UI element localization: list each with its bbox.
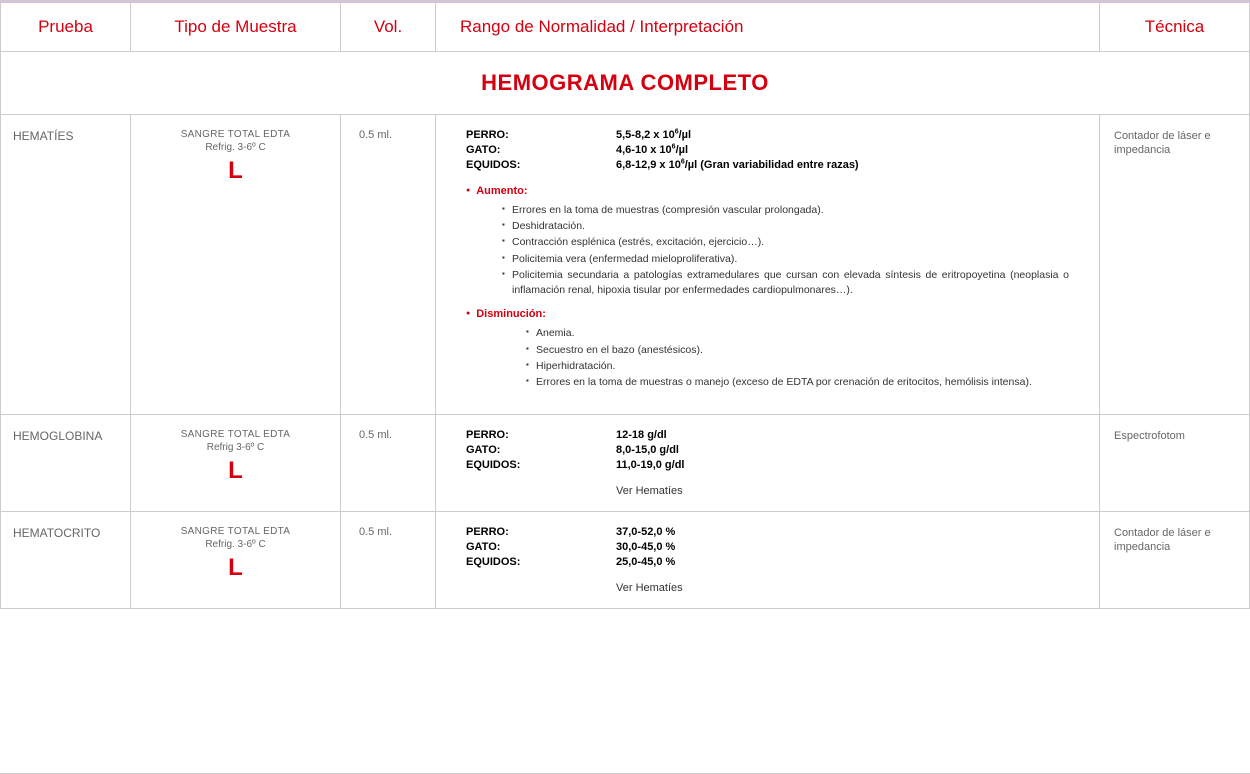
species-label: GATO: xyxy=(466,444,616,456)
species-label: PERRO: xyxy=(466,429,616,441)
list-item: Secuestro en el bazo (anestésicos). xyxy=(526,343,1079,358)
list-item: Policitemia secundaria a patologías extr… xyxy=(502,268,1079,298)
volume: 0.5 ml. xyxy=(341,415,436,512)
species-equidos: EQUIDOS: 11,0-19,0 g/dl xyxy=(466,459,1079,471)
species-perro: PERRO: 37,0-52,0 % xyxy=(466,526,1079,538)
sample-condition: Refrig. 3-6º C xyxy=(141,142,330,153)
reference-table: Prueba Tipo de Muestra Vol. Rango de Nor… xyxy=(0,3,1250,609)
list-item: Policitemia vera (enfermedad mieloprolif… xyxy=(502,252,1079,267)
species-value: 6,8-12,9 x 106/µl (Gran variabilidad ent… xyxy=(616,159,1079,171)
species-perro: PERRO: 5,5-8,2 x 106/µl xyxy=(466,129,1079,141)
col-header-vol: Vol. xyxy=(341,3,436,52)
section-title: HEMOGRAMA COMPLETO xyxy=(1,52,1250,115)
species-value: 37,0-52,0 % xyxy=(616,526,1079,538)
see-reference: Ver Hematíes xyxy=(616,485,1079,497)
sample-mark-icon: L xyxy=(141,554,330,582)
species-gato: GATO: 8,0-15,0 g/dl xyxy=(466,444,1079,456)
col-header-prueba: Prueba xyxy=(1,3,131,52)
species-label: PERRO: xyxy=(466,129,616,141)
interpretation-cell: PERRO: 5,5-8,2 x 106/µl GATO: 4,6-10 x 1… xyxy=(436,115,1100,415)
row-hematocrito: HEMATOCRITO SANGRE TOTAL EDTA Refrig. 3-… xyxy=(1,512,1250,609)
sample-type-cell: SANGRE TOTAL EDTA Refrig 3-6º C L xyxy=(131,415,341,512)
row-hematies: HEMATÍES SANGRE TOTAL EDTA Refrig. 3-6º … xyxy=(1,115,1250,415)
species-label: PERRO: xyxy=(466,526,616,538)
species-label: EQUIDOS: xyxy=(466,556,616,568)
species-gato: GATO: 4,6-10 x 106/µl xyxy=(466,144,1079,156)
sample-condition: Refrig 3-6º C xyxy=(141,442,330,453)
species-value: 5,5-8,2 x 106/µl xyxy=(616,129,1079,141)
species-value: 25,0-45,0 % xyxy=(616,556,1079,568)
sample-condition: Refrig. 3-6º C xyxy=(141,539,330,550)
list-item: Contracción esplénica (estrés, excitació… xyxy=(502,235,1079,250)
test-name: HEMATÍES xyxy=(1,115,131,415)
aumento-list: Errores en la toma de muestras (compresi… xyxy=(502,203,1079,298)
sample-type: SANGRE TOTAL EDTA xyxy=(141,129,330,140)
sample-type-cell: SANGRE TOTAL EDTA Refrig. 3-6º C L xyxy=(131,115,341,415)
col-header-tecnica: Técnica xyxy=(1100,3,1250,52)
species-value: 11,0-19,0 g/dl xyxy=(616,459,1079,471)
species-label: GATO: xyxy=(466,541,616,553)
species-value: 4,6-10 x 106/µl xyxy=(616,144,1079,156)
species-equidos: EQUIDOS: 25,0-45,0 % xyxy=(466,556,1079,568)
list-item: Hiperhidratación. xyxy=(526,359,1079,374)
species-value: 12-18 g/dl xyxy=(616,429,1079,441)
row-hemoglobina: HEMOGLOBINA SANGRE TOTAL EDTA Refrig 3-6… xyxy=(1,415,1250,512)
list-item: Errores en la toma de muestras o manejo … xyxy=(526,375,1079,390)
sample-type-cell: SANGRE TOTAL EDTA Refrig. 3-6º C L xyxy=(131,512,341,609)
volume: 0.5 ml. xyxy=(341,512,436,609)
species-gato: GATO: 30,0-45,0 % xyxy=(466,541,1079,553)
sample-type: SANGRE TOTAL EDTA xyxy=(141,526,330,537)
species-perro: PERRO: 12-18 g/dl xyxy=(466,429,1079,441)
disminucion-list: Anemia. Secuestro en el bazo (anestésico… xyxy=(526,326,1079,390)
volume: 0.5 ml. xyxy=(341,115,436,415)
technique: Espectrofotom xyxy=(1100,415,1250,512)
list-item: Errores en la toma de muestras (compresi… xyxy=(502,203,1079,218)
interpretation-cell: PERRO: 37,0-52,0 % GATO: 30,0-45,0 % EQU… xyxy=(436,512,1100,609)
aumento-heading: Aumento: xyxy=(466,185,1079,197)
see-reference: Ver Hematíes xyxy=(616,582,1079,594)
disminucion-heading: Disminución: xyxy=(466,308,1079,320)
aumento-block: Aumento: Errores en la toma de muestras … xyxy=(466,185,1079,298)
list-item: Anemia. xyxy=(526,326,1079,341)
list-item: Deshidratación. xyxy=(502,219,1079,234)
section-row: HEMOGRAMA COMPLETO xyxy=(1,52,1250,115)
species-value: 30,0-45,0 % xyxy=(616,541,1079,553)
col-header-muestra: Tipo de Muestra xyxy=(131,3,341,52)
lab-reference-page: Prueba Tipo de Muestra Vol. Rango de Nor… xyxy=(0,0,1250,774)
disminucion-block: Disminución: Anemia. Secuestro en el baz… xyxy=(466,308,1079,390)
sample-type: SANGRE TOTAL EDTA xyxy=(141,429,330,440)
species-equidos: EQUIDOS: 6,8-12,9 x 106/µl (Gran variabi… xyxy=(466,159,1079,171)
species-label: GATO: xyxy=(466,144,616,156)
technique: Contador de láser e impedancia xyxy=(1100,512,1250,609)
technique: Contador de láser e impedancia xyxy=(1100,115,1250,415)
test-name: HEMATOCRITO xyxy=(1,512,131,609)
species-value: 8,0-15,0 g/dl xyxy=(616,444,1079,456)
sample-mark-icon: L xyxy=(141,457,330,485)
sample-mark-icon: L xyxy=(141,157,330,185)
interpretation-cell: PERRO: 12-18 g/dl GATO: 8,0-15,0 g/dl EQ… xyxy=(436,415,1100,512)
species-label: EQUIDOS: xyxy=(466,159,616,171)
species-label: EQUIDOS: xyxy=(466,459,616,471)
header-row: Prueba Tipo de Muestra Vol. Rango de Nor… xyxy=(1,3,1250,52)
test-name: HEMOGLOBINA xyxy=(1,415,131,512)
col-header-rango: Rango de Normalidad / Interpretación xyxy=(436,3,1100,52)
